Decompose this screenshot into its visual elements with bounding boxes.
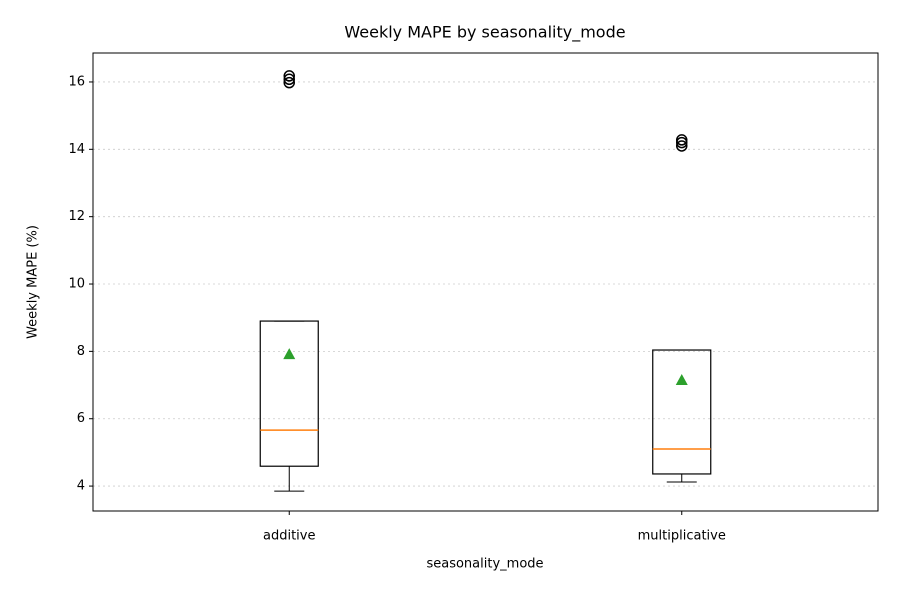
x-tick-label: multiplicative	[638, 529, 726, 544]
y-tick-label: 14	[68, 142, 85, 157]
x-tick-label: additive	[263, 529, 315, 544]
y-tick-label: 8	[77, 344, 85, 359]
outlier	[676, 134, 688, 146]
outlier	[283, 73, 295, 86]
box	[652, 349, 712, 475]
plot-frame	[92, 52, 879, 512]
y-tick-label: 4	[77, 479, 85, 494]
outlier	[283, 76, 295, 89]
y-axis-label: Weekly MAPE (%)	[26, 225, 41, 339]
y-tick-label: 6	[77, 411, 85, 426]
mean-marker	[675, 373, 688, 385]
x-axis-label: seasonality_mode	[426, 557, 543, 572]
y-tick-label: 10	[68, 277, 85, 292]
mean-marker	[283, 348, 296, 360]
outlier	[676, 140, 688, 152]
box	[259, 320, 319, 467]
y-tick-label: 12	[68, 209, 85, 224]
chart-title: Weekly MAPE by seasonality_mode	[344, 23, 625, 43]
y-tick-label: 16	[68, 74, 85, 89]
outlier	[283, 70, 295, 82]
